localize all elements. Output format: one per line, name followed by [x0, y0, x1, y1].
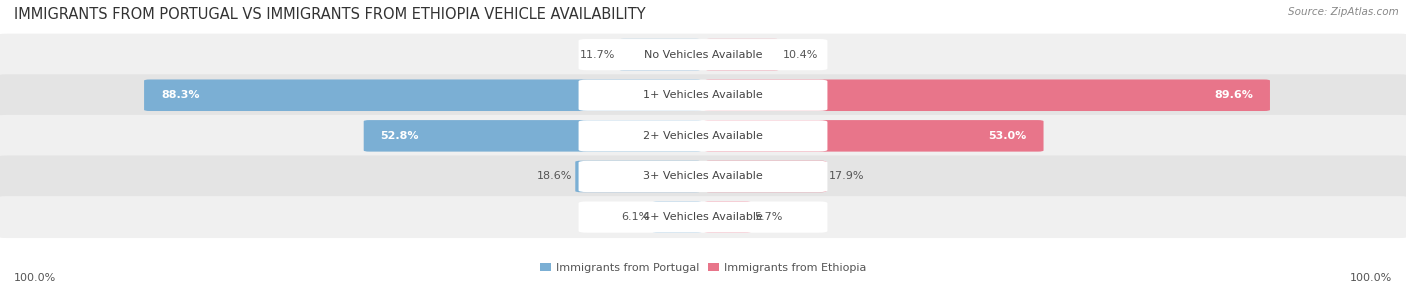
Text: 4+ Vehicles Available: 4+ Vehicles Available: [643, 212, 763, 222]
FancyBboxPatch shape: [143, 80, 702, 111]
FancyBboxPatch shape: [704, 120, 1043, 152]
FancyBboxPatch shape: [575, 161, 702, 192]
FancyBboxPatch shape: [364, 120, 702, 152]
Text: 100.0%: 100.0%: [1350, 273, 1392, 283]
Text: 52.8%: 52.8%: [381, 131, 419, 141]
Text: 18.6%: 18.6%: [537, 172, 572, 181]
Text: 100.0%: 100.0%: [14, 273, 56, 283]
FancyBboxPatch shape: [579, 161, 827, 192]
FancyBboxPatch shape: [704, 161, 827, 192]
FancyBboxPatch shape: [0, 34, 1406, 76]
FancyBboxPatch shape: [0, 74, 1406, 116]
Text: 89.6%: 89.6%: [1215, 90, 1253, 100]
FancyBboxPatch shape: [0, 156, 1406, 197]
FancyBboxPatch shape: [704, 80, 1270, 111]
FancyBboxPatch shape: [704, 201, 751, 233]
FancyBboxPatch shape: [579, 201, 827, 233]
FancyBboxPatch shape: [579, 39, 827, 70]
Text: No Vehicles Available: No Vehicles Available: [644, 50, 762, 59]
Text: IMMIGRANTS FROM PORTUGAL VS IMMIGRANTS FROM ETHIOPIA VEHICLE AVAILABILITY: IMMIGRANTS FROM PORTUGAL VS IMMIGRANTS F…: [14, 7, 645, 22]
Text: 10.4%: 10.4%: [783, 50, 818, 59]
Text: 5.7%: 5.7%: [754, 212, 782, 222]
Text: 17.9%: 17.9%: [830, 172, 865, 181]
Text: 1+ Vehicles Available: 1+ Vehicles Available: [643, 90, 763, 100]
Text: 53.0%: 53.0%: [988, 131, 1026, 141]
Text: 2+ Vehicles Available: 2+ Vehicles Available: [643, 131, 763, 141]
FancyBboxPatch shape: [619, 39, 702, 70]
FancyBboxPatch shape: [704, 39, 780, 70]
Text: 6.1%: 6.1%: [621, 212, 650, 222]
FancyBboxPatch shape: [579, 120, 827, 152]
Text: 88.3%: 88.3%: [160, 90, 200, 100]
Text: 11.7%: 11.7%: [579, 50, 616, 59]
Text: Source: ZipAtlas.com: Source: ZipAtlas.com: [1288, 7, 1399, 17]
FancyBboxPatch shape: [0, 196, 1406, 238]
FancyBboxPatch shape: [652, 201, 702, 233]
FancyBboxPatch shape: [0, 115, 1406, 157]
FancyBboxPatch shape: [579, 80, 827, 111]
Legend: Immigrants from Portugal, Immigrants from Ethiopia: Immigrants from Portugal, Immigrants fro…: [536, 259, 870, 278]
Text: 3+ Vehicles Available: 3+ Vehicles Available: [643, 172, 763, 181]
